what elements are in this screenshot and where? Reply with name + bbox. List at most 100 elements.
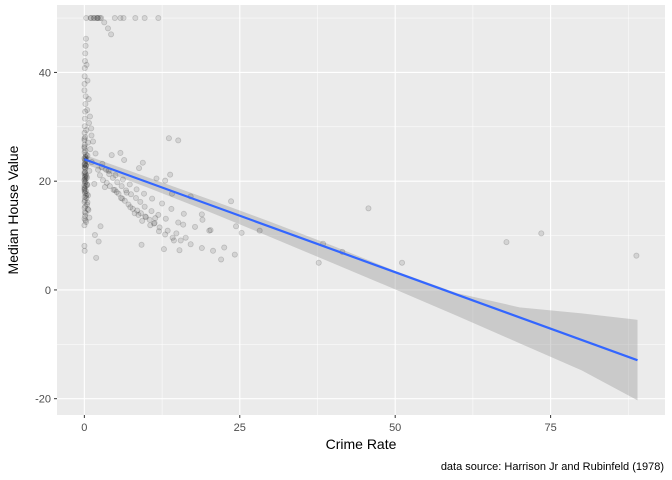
data-point: [81, 177, 88, 184]
data-point: [159, 200, 166, 207]
data-point: [100, 177, 107, 184]
data-point: [84, 106, 91, 113]
data-point: [81, 129, 88, 136]
data-point: [83, 191, 90, 198]
data-point: [82, 42, 89, 49]
data-point: [152, 215, 159, 222]
data-point: [82, 100, 89, 107]
data-point: [119, 195, 126, 202]
data-point: [81, 87, 88, 94]
confidence-ribbon-layer: [84, 154, 638, 401]
data-point: [81, 198, 88, 205]
data-point: [108, 152, 115, 159]
data-point: [93, 254, 100, 261]
data-point: [83, 61, 90, 68]
data-point: [101, 184, 108, 191]
data-point: [126, 181, 133, 188]
data-point: [82, 171, 89, 178]
data-point: [125, 201, 132, 208]
data-point: [93, 15, 100, 22]
data-point: [81, 215, 88, 222]
x-axis-ticks: 0 25 50 75: [81, 415, 557, 434]
data-point: [633, 252, 640, 259]
data-point: [123, 187, 130, 194]
data-point: [83, 201, 90, 208]
data-point: [82, 176, 89, 183]
y-tick-label: 20: [39, 176, 51, 188]
data-point: [83, 174, 90, 181]
data-point: [82, 169, 89, 176]
data-point: [81, 145, 88, 152]
minor-gridlines: [57, 5, 665, 415]
data-point: [82, 172, 89, 179]
data-point: [399, 259, 406, 266]
data-point: [82, 212, 89, 219]
data-point: [177, 237, 184, 244]
data-point: [114, 179, 121, 186]
data-point: [82, 35, 89, 42]
data-point: [95, 166, 102, 173]
data-point: [85, 96, 92, 103]
data-point: [81, 242, 88, 249]
data-point: [155, 15, 162, 22]
data-point: [90, 15, 97, 22]
data-point: [121, 156, 128, 163]
data-point: [238, 229, 245, 236]
data-point: [135, 211, 142, 218]
data-point: [81, 143, 88, 150]
data-point: [175, 137, 182, 144]
data-point: [87, 146, 94, 153]
data-point: [81, 135, 88, 142]
data-point: [231, 251, 238, 258]
data-point: [134, 207, 141, 214]
data-point: [95, 15, 102, 22]
y-tick-label: 40: [39, 67, 51, 79]
data-point: [198, 245, 205, 252]
data-point: [82, 210, 89, 217]
data-point: [83, 218, 90, 225]
y-tick-label: 0: [45, 285, 51, 297]
data-point: [81, 161, 88, 168]
data-point: [81, 115, 88, 122]
y-axis-ticks: -20 0 20 40: [35, 67, 57, 406]
data-point: [165, 135, 172, 142]
data-point: [117, 149, 124, 156]
data-point: [83, 181, 90, 188]
data-point: [176, 247, 183, 254]
data-point: [133, 186, 140, 193]
data-point: [315, 259, 322, 266]
regression-line: [83, 158, 638, 362]
data-points: [81, 15, 640, 266]
data-point: [83, 162, 90, 169]
data-point: [136, 165, 143, 172]
x-tick-label: 50: [389, 422, 401, 434]
data-point: [101, 19, 108, 26]
data-point: [82, 217, 89, 224]
data-point: [82, 151, 89, 158]
data-point: [84, 199, 91, 206]
data-point: [108, 31, 115, 38]
data-point: [132, 15, 139, 22]
data-point: [129, 205, 136, 212]
data-point: [106, 183, 113, 190]
x-tick-label: 75: [544, 422, 556, 434]
data-point: [81, 73, 88, 80]
data-point: [118, 195, 125, 202]
data-point: [85, 139, 92, 146]
data-point: [87, 15, 94, 22]
data-point: [180, 210, 187, 217]
data-point: [149, 195, 156, 202]
data-point: [103, 179, 110, 186]
data-point: [81, 176, 88, 183]
data-point: [81, 123, 88, 130]
data-point: [538, 230, 545, 237]
data-point: [81, 182, 88, 189]
data-point: [81, 168, 88, 175]
data-point: [90, 138, 97, 145]
data-point: [94, 15, 101, 22]
data-point: [82, 50, 89, 57]
data-point: [139, 159, 146, 166]
data-point: [150, 220, 157, 227]
data-point: [81, 170, 88, 177]
